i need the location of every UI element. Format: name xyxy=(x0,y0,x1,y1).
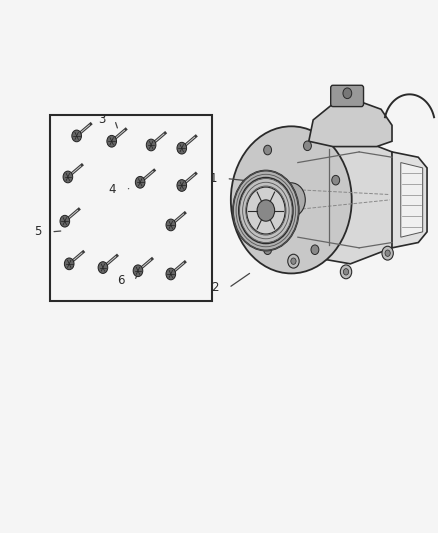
Polygon shape xyxy=(309,101,392,147)
Circle shape xyxy=(63,171,73,183)
Text: 3: 3 xyxy=(98,114,105,126)
Circle shape xyxy=(166,268,176,280)
Text: 2: 2 xyxy=(212,281,219,294)
Polygon shape xyxy=(392,152,427,248)
Circle shape xyxy=(177,142,187,154)
Circle shape xyxy=(277,183,305,217)
Circle shape xyxy=(340,265,352,279)
Circle shape xyxy=(311,245,319,255)
Circle shape xyxy=(231,126,352,273)
Circle shape xyxy=(343,269,349,275)
Circle shape xyxy=(239,177,293,244)
Text: 4: 4 xyxy=(109,183,116,196)
Circle shape xyxy=(72,130,81,142)
Circle shape xyxy=(291,258,296,264)
FancyBboxPatch shape xyxy=(331,85,364,107)
Circle shape xyxy=(107,135,117,147)
Circle shape xyxy=(264,245,272,255)
Circle shape xyxy=(332,175,339,185)
Circle shape xyxy=(304,141,311,151)
Text: 1: 1 xyxy=(209,172,217,185)
Circle shape xyxy=(385,250,390,256)
Circle shape xyxy=(247,187,285,234)
Circle shape xyxy=(146,139,156,151)
Circle shape xyxy=(233,171,299,251)
Circle shape xyxy=(382,246,393,260)
Circle shape xyxy=(98,262,108,273)
Polygon shape xyxy=(265,136,399,264)
Text: 5: 5 xyxy=(34,225,42,238)
Circle shape xyxy=(60,215,70,227)
Circle shape xyxy=(133,265,143,277)
Circle shape xyxy=(288,254,299,268)
Circle shape xyxy=(177,180,187,191)
Text: 6: 6 xyxy=(117,274,125,287)
Polygon shape xyxy=(401,163,423,237)
Circle shape xyxy=(135,176,145,188)
Circle shape xyxy=(240,195,248,205)
Circle shape xyxy=(264,145,272,155)
Bar xyxy=(50,115,212,301)
Circle shape xyxy=(166,219,176,231)
Circle shape xyxy=(257,200,275,221)
Circle shape xyxy=(64,258,74,270)
Circle shape xyxy=(343,88,352,99)
